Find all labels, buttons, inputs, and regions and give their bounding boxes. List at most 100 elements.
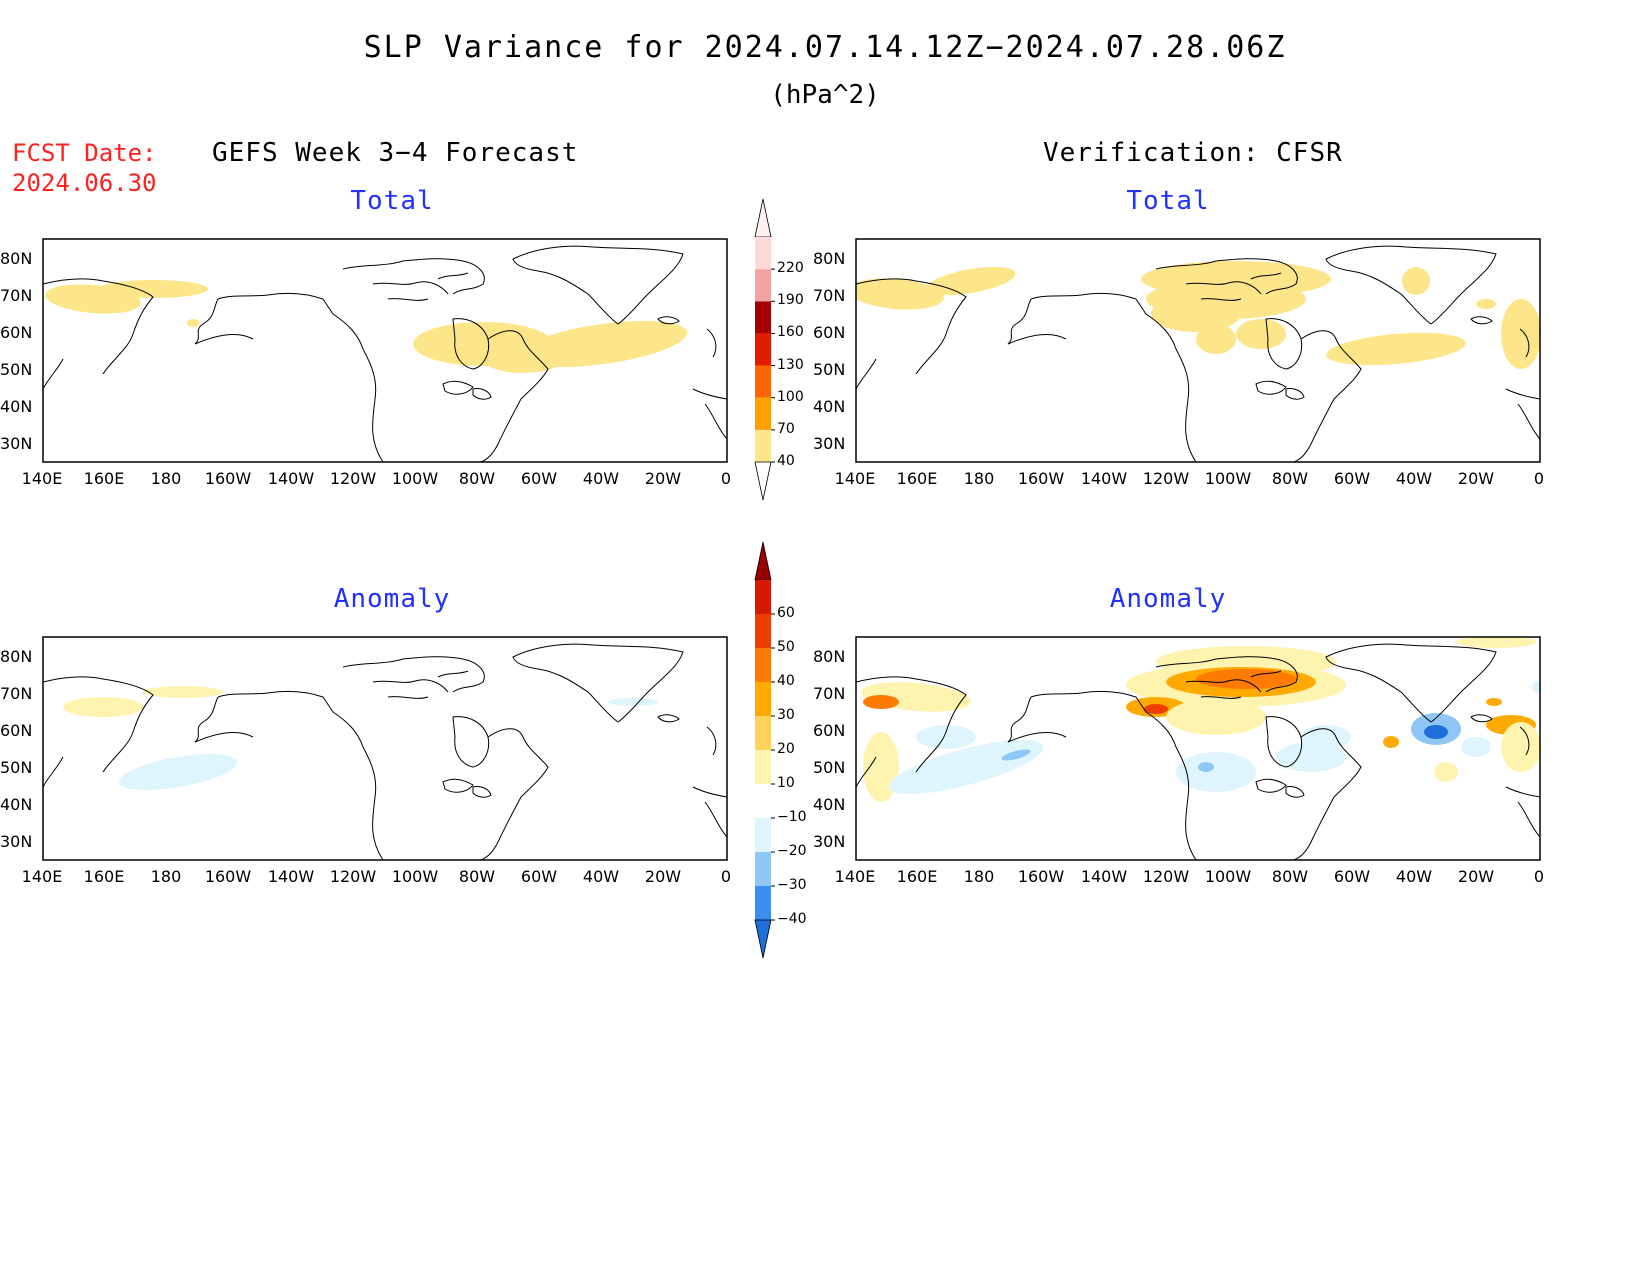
colorbar-tick-label: −20 bbox=[777, 843, 807, 859]
coastline bbox=[1250, 272, 1282, 280]
coastline bbox=[1007, 333, 1067, 345]
latitude-label: 40N bbox=[813, 795, 846, 814]
longitude-label: 140W bbox=[267, 469, 315, 488]
coastline bbox=[1265, 716, 1303, 768]
shaded-region bbox=[1176, 752, 1256, 792]
coastline bbox=[657, 714, 680, 723]
coastline bbox=[342, 656, 485, 693]
coastline bbox=[372, 679, 449, 693]
coastline bbox=[1185, 281, 1262, 295]
coastline bbox=[387, 696, 429, 699]
shaded-region bbox=[888, 739, 1044, 795]
coastline bbox=[512, 643, 684, 723]
longitude-label: 80W bbox=[458, 867, 496, 886]
longitude-label: 120W bbox=[329, 867, 377, 886]
longitude-label: 160W bbox=[204, 867, 252, 886]
figure-title: SLP Variance for 2024.07.14.12Z−2024.07.… bbox=[363, 30, 1287, 65]
colorbar-tick-label: 130 bbox=[777, 356, 804, 373]
colorbar-tick-label: 40 bbox=[777, 453, 795, 469]
map-frame bbox=[42, 238, 728, 463]
shaded-region bbox=[1461, 737, 1491, 757]
longitude-label: 0 bbox=[720, 867, 732, 886]
shaded-region bbox=[1236, 319, 1286, 349]
coastline bbox=[1470, 316, 1493, 325]
coastline bbox=[480, 728, 549, 861]
coastline bbox=[1250, 670, 1282, 678]
coastline bbox=[342, 258, 485, 295]
longitude-label: 20W bbox=[644, 867, 682, 886]
coastline bbox=[1517, 403, 1541, 440]
coastline bbox=[1030, 292, 1197, 463]
coastline bbox=[1519, 328, 1530, 358]
coastline bbox=[442, 380, 474, 395]
coastline bbox=[1200, 696, 1242, 699]
coastline bbox=[692, 388, 728, 400]
latitude-label: 50N bbox=[813, 758, 846, 777]
coastline bbox=[1007, 298, 1032, 345]
coastline bbox=[1255, 778, 1287, 793]
longitude-label: 180 bbox=[150, 469, 182, 488]
coastline bbox=[1255, 380, 1287, 395]
shaded-region bbox=[63, 697, 143, 717]
longitude-label: 0 bbox=[1533, 469, 1545, 488]
panel-title-verification-total: Total bbox=[1126, 186, 1210, 216]
coastline bbox=[42, 358, 64, 390]
longitude-label: 120W bbox=[329, 469, 377, 488]
latitude-label: 80N bbox=[0, 249, 33, 268]
coastline bbox=[1325, 643, 1497, 723]
panel-title-forecast-anomaly: Anomaly bbox=[333, 584, 451, 614]
map-frame bbox=[42, 636, 728, 861]
colorbar-top-arrow bbox=[754, 198, 772, 238]
longitude-label: 160W bbox=[1017, 469, 1065, 488]
coastline bbox=[512, 245, 684, 325]
longitude-label: 60W bbox=[520, 867, 558, 886]
shaded-region bbox=[1532, 681, 1541, 693]
shaded-region bbox=[1456, 636, 1536, 648]
coastline bbox=[452, 716, 490, 768]
coastline bbox=[472, 786, 492, 798]
longitude-label: 100W bbox=[391, 867, 439, 886]
coastline bbox=[194, 696, 219, 743]
coastline bbox=[1200, 298, 1242, 301]
coastline bbox=[442, 778, 474, 793]
units-label: (hPa^2) bbox=[770, 80, 880, 110]
longitude-label: 160E bbox=[896, 469, 938, 488]
longitude-label: 20W bbox=[1457, 867, 1495, 886]
coastline bbox=[855, 278, 967, 375]
colorbar-tick-label: 40 bbox=[777, 673, 795, 689]
colorbar-tick-label: 60 bbox=[777, 605, 795, 621]
colorbar-anomaly bbox=[754, 541, 775, 959]
coastline bbox=[1505, 388, 1541, 400]
shaded-region bbox=[1402, 267, 1430, 295]
shaded-region bbox=[1434, 762, 1458, 782]
coastline bbox=[706, 328, 717, 358]
longitude-label: 100W bbox=[391, 469, 439, 488]
colorbar-segment bbox=[755, 429, 771, 462]
shaded-region bbox=[1501, 299, 1541, 369]
latitude-label: 60N bbox=[0, 323, 33, 342]
coastline bbox=[387, 298, 429, 301]
colorbar-segment bbox=[755, 818, 771, 852]
coastline bbox=[706, 726, 717, 756]
shaded-region bbox=[118, 753, 238, 791]
coastline bbox=[1030, 690, 1197, 861]
coastline bbox=[372, 281, 449, 295]
shaded-region bbox=[1486, 698, 1502, 706]
coastline bbox=[1293, 330, 1362, 463]
latitude-label: 30N bbox=[813, 832, 846, 851]
coastline bbox=[194, 731, 254, 743]
longitude-label: 180 bbox=[963, 469, 995, 488]
coastline bbox=[1285, 786, 1305, 798]
coastline bbox=[437, 272, 469, 280]
colorbar-segment bbox=[755, 365, 771, 398]
longitude-label: 140W bbox=[267, 867, 315, 886]
latitude-label: 80N bbox=[813, 249, 846, 268]
longitude-label: 40W bbox=[1395, 867, 1433, 886]
shaded-region bbox=[1151, 296, 1241, 332]
coastline bbox=[657, 316, 680, 325]
coastline bbox=[217, 690, 384, 861]
panel-title-verification-anomaly: Anomaly bbox=[1109, 584, 1227, 614]
forecast-date-value: 2024.06.30 bbox=[12, 169, 157, 197]
latitude-label: 60N bbox=[813, 323, 846, 342]
longitude-label: 60W bbox=[1333, 469, 1371, 488]
